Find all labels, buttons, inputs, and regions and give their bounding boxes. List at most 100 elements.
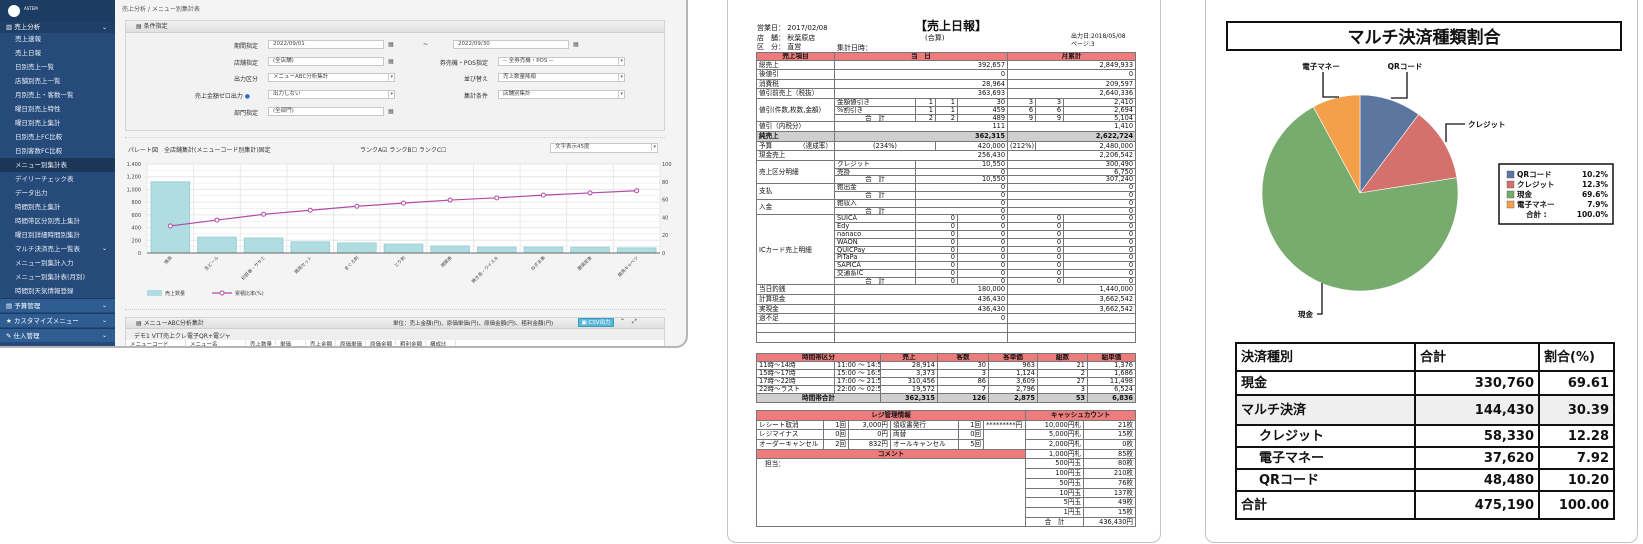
row-label xyxy=(756,332,835,344)
table-cell: 10,550 xyxy=(914,159,1009,169)
table-cell: 1,124 xyxy=(988,368,1038,378)
period-from-input[interactable]: 2022/09/01 xyxy=(268,40,384,49)
table-cell: 3,662,542 xyxy=(1007,303,1137,315)
cash-count: 15枚 xyxy=(1083,506,1137,518)
expand-icon[interactable]: ⤢ xyxy=(632,318,637,325)
slice-label: QRコード xyxy=(1388,62,1423,71)
aggregate-select[interactable]: 店舗別集計 xyxy=(498,90,625,99)
sidebar-item[interactable]: 曜日別売上特性 xyxy=(15,105,61,113)
column-header[interactable]: 粗利金額 xyxy=(396,340,426,346)
sidebar-item[interactable]: メニュー別集計表 xyxy=(0,158,115,172)
pareto-chart: 0 200 400 600 800 1,000 1,200 1,400 0 20 40 60 80 100… xyxy=(127,162,672,297)
table-cell: 0 xyxy=(914,198,1009,208)
sidebar-item[interactable]: マルチ決済売上一覧表 ⌄ xyxy=(0,242,115,256)
table-cell: 0 xyxy=(1007,198,1137,208)
table-cell: 0 xyxy=(1007,261,1065,270)
sidebar-item[interactable]: 店舗別売上一覧 xyxy=(15,77,61,85)
table-cell: 0 xyxy=(1063,222,1137,231)
zero-output-select[interactable]: 出力しない xyxy=(268,90,395,99)
calendar-icon[interactable]: ▦ xyxy=(573,41,579,48)
table-cell: 売掛 xyxy=(834,167,916,177)
conditions-header[interactable]: ▤ 条件指定 xyxy=(126,21,664,33)
column-header[interactable]: メニュー名 xyxy=(186,340,246,346)
legend-label: 現金 xyxy=(1517,189,1533,199)
column-header[interactable]: 構成比 xyxy=(426,340,456,346)
sidebar-section[interactable]: ★ カスタマイズメニュー ⌄ xyxy=(0,313,115,327)
collapse-icon[interactable]: ⌃ xyxy=(620,318,626,325)
x-tick-label: とり刺 xyxy=(392,254,407,269)
sidebar-item[interactable]: 曜日別売上集計 xyxy=(15,119,61,127)
sidebar-item[interactable]: 時間帯区分別売上集計 xyxy=(15,217,80,225)
column-header[interactable]: 原価単価 xyxy=(336,340,366,346)
table-cell: 0 xyxy=(1007,222,1065,231)
output-select[interactable]: メニューABC分析集計 xyxy=(268,73,395,82)
rank-c-checkbox[interactable]: ☐ xyxy=(441,147,447,154)
store-input[interactable]: (全店舗) xyxy=(268,57,384,66)
column-header: 客単価 xyxy=(988,353,1038,362)
sidebar-item[interactable]: 曜日別詳細時間別集計 xyxy=(15,231,80,239)
breadcrumb: 売上分析 / メニュー別集計表 xyxy=(122,6,200,13)
period-to-input[interactable]: 2022/09/30 xyxy=(453,40,569,49)
sidebar-item[interactable]: メニュー別集計表(月別) xyxy=(15,273,86,281)
row-label: 計算現金 xyxy=(756,294,835,305)
table-cell: クレジット xyxy=(834,159,916,169)
sidebar-item[interactable]: 日別売上FC比較 xyxy=(15,133,63,141)
calendar-icon[interactable]: ▦ xyxy=(388,41,394,48)
column-header[interactable]: 単価 xyxy=(276,340,306,346)
table-cell: 3 xyxy=(1007,97,1037,107)
table-cell: 0 xyxy=(1007,253,1065,263)
sidebar-section-sales-analysis[interactable]: ▥ 売上分析 ⌄ xyxy=(0,22,115,33)
table-cell: 22時～ラスト xyxy=(756,385,835,395)
sidebar-item[interactable]: 売上日報 xyxy=(15,49,41,57)
sort-select[interactable]: 売上数量降順 xyxy=(498,73,625,82)
cash-denomination: 1円玉 xyxy=(1025,506,1085,518)
table-cell: 0 xyxy=(915,253,958,263)
table-cell: 21 xyxy=(1037,360,1088,370)
table-cell: 436,430 xyxy=(833,294,1009,305)
payment-type: クレジット xyxy=(1235,424,1416,448)
rank-a-checkbox[interactable]: ☑ xyxy=(382,147,388,154)
line-point xyxy=(587,190,593,196)
sidebar-item[interactable]: データ出力 xyxy=(15,189,48,197)
sidebar-item[interactable]: デイリーチェック表 xyxy=(15,175,74,183)
slice-label: 現金 xyxy=(1298,309,1314,319)
department-picker-icon[interactable]: ▦ xyxy=(388,108,394,115)
table-cell: 310,456 xyxy=(880,376,938,387)
table-cell: 0 xyxy=(915,245,958,255)
line-point xyxy=(354,203,360,209)
label-mode-select[interactable]: 文字表示45度 xyxy=(550,143,658,153)
column-header[interactable]: 売上数量 xyxy=(246,340,276,346)
sidebar-item[interactable]: 月別売上・客数一覧 xyxy=(15,91,74,99)
pos-select[interactable]: -- 全券売機・POS -- xyxy=(498,57,625,66)
sidebar-item[interactable]: 時間別天気情報登録 xyxy=(15,287,74,295)
column-header[interactable]: 原価金額 xyxy=(366,340,396,346)
table-cell: 時間帯合計 xyxy=(756,393,881,403)
table-cell: SUICA xyxy=(834,214,916,224)
info-icon[interactable]: ● xyxy=(244,93,250,100)
sidebar-item[interactable]: メニュー別集計入力 xyxy=(15,259,74,267)
legend-swatch xyxy=(1506,180,1515,189)
rank-b-checkbox[interactable]: ☐ xyxy=(411,147,417,154)
table-cell: %割引き xyxy=(834,105,916,115)
table-cell: 15時～17時 xyxy=(756,368,835,378)
bar xyxy=(150,181,191,254)
breadcrumb-link[interactable]: 売上分析 xyxy=(122,6,147,13)
table-cell: 0 xyxy=(833,313,1009,324)
sidebar-section[interactable]: ✎ 仕入管理 ⌄ xyxy=(0,328,115,342)
department-input[interactable]: (全部門) xyxy=(268,107,384,116)
store-label: 店舗指定 xyxy=(233,60,258,67)
store-picker-icon[interactable]: ▦ xyxy=(388,58,394,65)
aggregate-label: 集計条件 xyxy=(463,93,488,100)
sidebar-item[interactable]: 日別売上一覧 xyxy=(15,63,54,71)
table-row: 時間帯合計 362,315 126 2,875 53 6,836 xyxy=(756,393,1136,403)
csv-export-button[interactable]: ▣ CSV出力 xyxy=(578,318,614,327)
table-cell: 392,657 xyxy=(833,59,1009,71)
column-header[interactable]: メニューコード xyxy=(126,340,186,346)
sidebar-item[interactable]: 時間別売上集計 xyxy=(15,203,61,211)
column-header[interactable]: 売上金額 xyxy=(306,340,336,346)
table-cell: 2 xyxy=(935,113,958,123)
table-cell: 0 xyxy=(956,253,1009,263)
sidebar-item[interactable]: 日別客数FC比較 xyxy=(15,147,63,155)
sidebar-section[interactable]: ▤ 予算管理 ⌄ xyxy=(0,298,115,312)
sidebar-item[interactable]: 売上速報 xyxy=(15,35,41,43)
